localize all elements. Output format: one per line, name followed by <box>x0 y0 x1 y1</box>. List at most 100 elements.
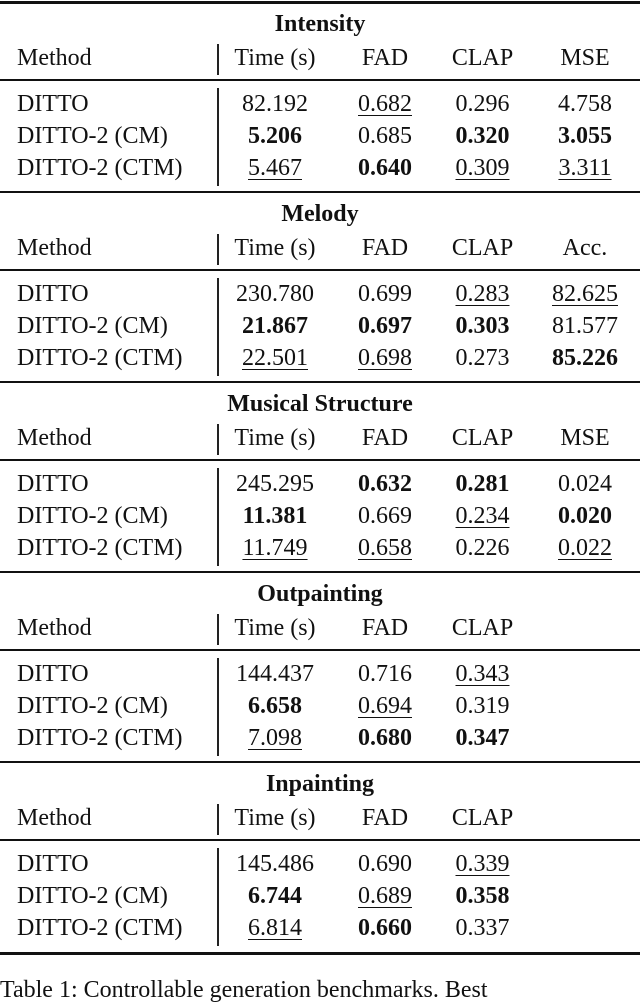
column-divider <box>217 44 219 75</box>
metric-value: 82.192 <box>242 91 308 117</box>
column-header: Method <box>17 615 92 641</box>
section-title: Intensity <box>274 11 366 37</box>
metric-value: 21.867 <box>242 313 308 339</box>
metric-value: 0.640 <box>358 155 412 181</box>
metric-value: 7.098 <box>248 725 302 751</box>
metric-value: 0.660 <box>358 915 412 941</box>
column-header: Time (s) <box>234 615 316 641</box>
table-row: DITTO-2 (CM) 11.381 0.669 0.234 0.020 <box>0 501 640 531</box>
metric-value: 0.303 <box>455 313 510 339</box>
metric-value: 0.680 <box>358 725 412 751</box>
metric-value: 81.577 <box>552 313 618 339</box>
method-name: DITTO-2 (CM) <box>17 313 168 339</box>
metric-value: 0.716 <box>358 661 412 687</box>
column-header: Time (s) <box>234 45 316 71</box>
column-divider <box>217 614 219 645</box>
table-section: Intensity Method Time (s) FAD CLAP MSE DITTO 82… <box>0 0 640 190</box>
table-row: DITTO 230.780 0.699 0.283 82.625 <box>0 279 640 309</box>
metric-value: 0.309 <box>455 155 510 181</box>
column-header: Method <box>17 235 92 261</box>
metric-value: 6.658 <box>248 693 302 719</box>
method-name: DITTO-2 (CM) <box>17 693 168 719</box>
table-row: DITTO-2 (CM) 6.744 0.689 0.358 <box>0 881 640 911</box>
metric-value: 0.226 <box>455 535 510 561</box>
method-name: DITTO-2 (CM) <box>17 123 168 149</box>
column-divider <box>217 658 219 756</box>
header-rule <box>0 79 640 81</box>
column-divider <box>217 88 219 186</box>
metric-value: 0.234 <box>455 503 510 529</box>
top-rule <box>0 191 640 193</box>
metric-value: 3.055 <box>558 123 612 149</box>
header-rule <box>0 459 640 461</box>
top-rule <box>0 381 640 383</box>
table-row: DITTO-2 (CTM) 11.749 0.658 0.226 0.022 <box>0 533 640 563</box>
metric-value: 0.296 <box>455 91 510 117</box>
metric-value: 0.020 <box>558 503 612 529</box>
column-header: FAD <box>361 615 409 641</box>
metric-value: 0.339 <box>455 851 510 877</box>
table-row: DITTO-2 (CTM) 5.467 0.640 0.309 3.311 <box>0 153 640 183</box>
column-header: CLAP <box>451 45 514 71</box>
metric-value: 0.690 <box>358 851 412 877</box>
metric-value: 0.632 <box>358 471 412 497</box>
metric-value: 11.381 <box>242 503 308 529</box>
top-rule <box>0 761 640 763</box>
table-row: DITTO-2 (CTM) 7.098 0.680 0.347 <box>0 723 640 753</box>
column-divider <box>217 278 219 376</box>
method-name: DITTO-2 (CTM) <box>17 725 183 751</box>
table-caption: Table 1: Controllable generation benchma… <box>0 977 488 1003</box>
method-name: DITTO-2 (CTM) <box>17 535 183 561</box>
metric-value: 144.437 <box>236 661 314 687</box>
column-header: CLAP <box>451 805 514 831</box>
column-divider <box>217 848 219 946</box>
method-name: DITTO <box>17 851 89 877</box>
metric-value: 0.669 <box>358 503 412 529</box>
metric-value: 0.319 <box>455 693 510 719</box>
metric-value: 82.625 <box>552 281 618 307</box>
metric-value: 0.022 <box>558 535 612 561</box>
header-rule <box>0 269 640 271</box>
table-row: DITTO 245.295 0.632 0.281 0.024 <box>0 469 640 499</box>
method-name: DITTO-2 (CM) <box>17 883 168 909</box>
header-row: Method Time (s) FAD CLAP MSE <box>0 43 640 73</box>
column-header: Method <box>17 45 92 71</box>
metric-value: 0.685 <box>358 123 412 149</box>
header-row: Method Time (s) FAD CLAP <box>0 613 640 643</box>
section-title: Musical Structure <box>227 391 413 417</box>
column-header: CLAP <box>451 425 514 451</box>
metric-value: 6.744 <box>248 883 302 909</box>
header-rule <box>0 839 640 841</box>
method-name: DITTO-2 (CM) <box>17 503 168 529</box>
table-row: DITTO-2 (CM) 5.206 0.685 0.320 3.055 <box>0 121 640 151</box>
column-header: Method <box>17 425 92 451</box>
table-section: Melody Method Time (s) FAD CLAP Acc. DITTO 230.… <box>0 190 640 380</box>
metric-value: 4.758 <box>558 91 612 117</box>
metric-value: 0.689 <box>358 883 412 909</box>
metric-value: 0.283 <box>455 281 510 307</box>
top-rule <box>0 1 640 4</box>
metric-value: 22.501 <box>242 345 308 371</box>
metric-value: 0.347 <box>455 725 510 751</box>
column-header: Time (s) <box>234 425 316 451</box>
metric-value: 0.024 <box>558 471 612 497</box>
metric-value: 0.658 <box>358 535 412 561</box>
metric-value: 0.320 <box>455 123 510 149</box>
method-name: DITTO <box>17 661 89 687</box>
metric-value: 5.206 <box>248 123 302 149</box>
table-row: DITTO-2 (CTM) 6.814 0.660 0.337 <box>0 913 640 943</box>
method-name: DITTO <box>17 281 89 307</box>
metric-value: 230.780 <box>236 281 314 307</box>
metric-value: 85.226 <box>552 345 618 371</box>
method-name: DITTO-2 (CTM) <box>17 155 183 181</box>
metric-value: 0.273 <box>455 345 510 371</box>
column-header: Time (s) <box>234 235 316 261</box>
metric-value: 0.694 <box>358 693 412 719</box>
method-name: DITTO-2 (CTM) <box>17 345 183 371</box>
metric-value: 245.295 <box>236 471 314 497</box>
column-header: FAD <box>361 805 409 831</box>
column-header: FAD <box>361 45 409 71</box>
column-divider <box>217 468 219 566</box>
metric-value: 0.337 <box>455 915 510 941</box>
header-rule <box>0 649 640 651</box>
